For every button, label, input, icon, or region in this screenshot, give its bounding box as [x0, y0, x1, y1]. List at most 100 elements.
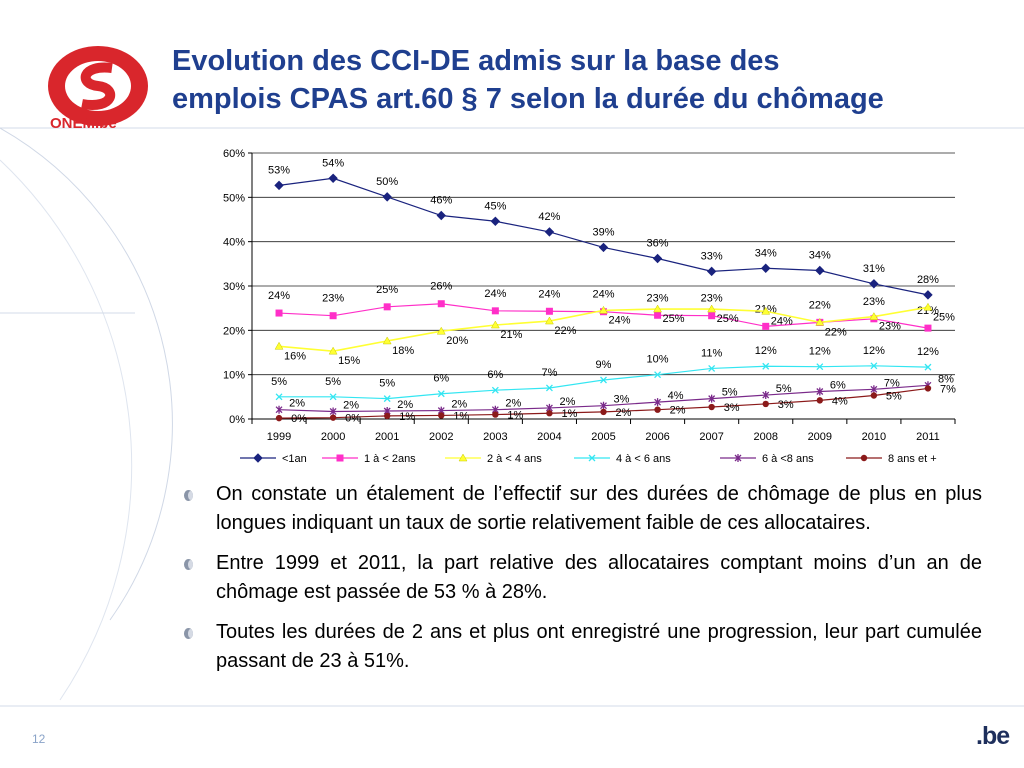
- data-label: 25%: [933, 311, 955, 323]
- data-point: [383, 303, 391, 311]
- legend-marker: [336, 454, 344, 462]
- bullet-item: On constate un étalement de l’effectif s…: [180, 480, 982, 538]
- data-point: [545, 307, 553, 315]
- data-label: 6%: [487, 369, 503, 381]
- data-label: 3%: [724, 402, 740, 414]
- data-point: [492, 411, 499, 418]
- data-label: 1%: [399, 411, 415, 423]
- data-label: 4%: [832, 395, 848, 407]
- data-point: [654, 311, 662, 319]
- data-point: [329, 393, 337, 401]
- data-label: 24%: [268, 290, 290, 302]
- data-label: 25%: [663, 313, 685, 325]
- data-label: 24%: [538, 288, 560, 300]
- data-point: [275, 393, 283, 401]
- x-tick-label: 2010: [862, 431, 886, 443]
- data-point: [761, 263, 771, 273]
- data-point: [762, 400, 769, 408]
- bullet-icon: [184, 490, 193, 501]
- data-point: [654, 406, 661, 413]
- data-label: 34%: [755, 247, 777, 259]
- legend-marker: [253, 453, 263, 463]
- data-label: 1%: [453, 410, 469, 422]
- data-label: 42%: [538, 211, 560, 223]
- data-label: 23%: [647, 292, 669, 304]
- data-point: [815, 317, 825, 326]
- series-3: 16% 15% 18% 20% 21% 22% 24% 25% 25% 24% 22% 23% 25%: [274, 302, 955, 367]
- data-label: 28%: [917, 274, 939, 286]
- legend-label: 1 à < 2ans: [364, 453, 416, 465]
- data-point: [600, 408, 607, 416]
- bullet-item: Toutes les durées de 2 ans et plus ont e…: [180, 618, 982, 676]
- data-point: [437, 300, 445, 308]
- data-label: 2%: [343, 399, 359, 411]
- data-label: 12%: [863, 345, 885, 357]
- data-label: 1%: [507, 410, 523, 422]
- data-label: 54%: [322, 157, 344, 169]
- legend-label: <1an: [282, 453, 307, 465]
- data-point: [491, 386, 499, 394]
- data-label: 9%: [596, 359, 612, 371]
- data-label: 26%: [430, 281, 452, 293]
- data-label: 2%: [397, 399, 413, 411]
- data-point: [437, 390, 445, 398]
- data-label: 25%: [717, 313, 739, 325]
- x-tick-label: 2004: [537, 431, 561, 443]
- data-point: [329, 407, 337, 416]
- data-point: [274, 341, 284, 350]
- data-label: 12%: [809, 346, 831, 358]
- data-label: 23%: [322, 293, 344, 305]
- logo-text: ONEM.be: [50, 115, 117, 132]
- y-tick-label: 40%: [223, 237, 245, 249]
- legend-item: 1 à < 2ans: [322, 453, 416, 465]
- bullet-list: On constate un étalement de l’effectif s…: [180, 480, 982, 687]
- data-point: [598, 242, 609, 253]
- data-label: 3%: [614, 394, 630, 406]
- legend-label: 8 ans et +: [888, 453, 937, 465]
- data-point: [870, 392, 878, 399]
- data-point: [382, 336, 392, 345]
- data-point: [923, 302, 933, 311]
- data-label: 7%: [884, 377, 900, 389]
- legend-marker: [734, 454, 742, 462]
- data-label: 5%: [379, 378, 395, 390]
- line-chart: 0% 10% 20% 30% 40% 50% 60% 1999 2000 2001 2002 2003…: [223, 148, 956, 465]
- legend-marker: [458, 453, 468, 462]
- data-point: [436, 326, 446, 335]
- data-label: 16%: [284, 350, 306, 362]
- data-label: 2%: [289, 398, 305, 410]
- data-label: 2%: [505, 398, 521, 410]
- data-point: [869, 312, 879, 320]
- data-point: [329, 414, 337, 421]
- data-label: 18%: [392, 345, 414, 357]
- data-label: 7%: [940, 383, 956, 395]
- x-tick-label: 2008: [753, 431, 777, 443]
- x-tick-label: 1999: [267, 431, 291, 443]
- x-tick-label: 2011: [916, 431, 940, 443]
- data-label: 7%: [541, 367, 557, 379]
- data-label: 2%: [616, 407, 632, 419]
- y-tick-label: 60%: [223, 148, 245, 160]
- data-point: [600, 376, 607, 384]
- data-label: 24%: [771, 315, 793, 327]
- data-label: 50%: [376, 176, 398, 188]
- data-label: 36%: [647, 238, 669, 250]
- data-point: [652, 253, 663, 264]
- data-label: 22%: [554, 325, 576, 337]
- data-point: [708, 394, 716, 403]
- data-label: 53%: [268, 164, 290, 176]
- data-label: 0%: [291, 413, 307, 425]
- data-point: [274, 180, 284, 191]
- data-label: 25%: [376, 284, 398, 296]
- data-point: [869, 279, 879, 289]
- data-point: [546, 410, 553, 417]
- series-4: 5% 5% 5% 6% 6% 7% 9% 10% 11% 12% 12% 12% 12%: [271, 345, 939, 403]
- data-point: [706, 266, 717, 277]
- data-point: [923, 290, 933, 300]
- title-line-2: emplois CPAS art.60 § 7 selon la durée d…: [172, 83, 884, 115]
- data-point: [545, 384, 553, 392]
- title-line-1: Evolution des CCI-DE admis sur la base d…: [172, 45, 780, 77]
- data-point: [708, 403, 715, 411]
- y-tick-label: 10%: [223, 370, 245, 382]
- data-label: 4%: [668, 390, 684, 402]
